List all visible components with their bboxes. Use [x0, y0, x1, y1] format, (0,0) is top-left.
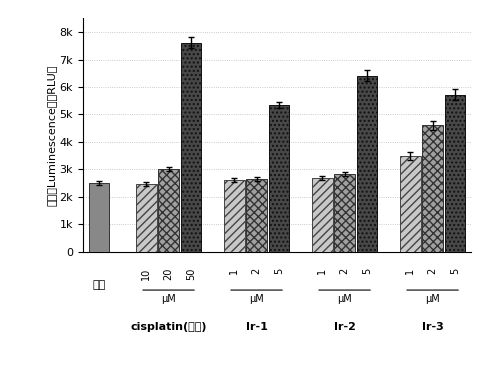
Text: μM: μM: [425, 293, 440, 303]
Text: 5: 5: [274, 268, 284, 274]
Text: 2: 2: [428, 268, 437, 274]
Bar: [246, 179, 267, 252]
Text: 50: 50: [186, 268, 196, 280]
Bar: [269, 105, 289, 252]
Text: 2: 2: [340, 268, 349, 274]
Bar: [422, 125, 443, 252]
Bar: [357, 75, 377, 252]
Text: μM: μM: [161, 293, 176, 303]
Text: 10: 10: [141, 268, 151, 280]
Text: 对照: 对照: [92, 280, 106, 290]
Text: Ir-1: Ir-1: [245, 322, 267, 332]
Text: μM: μM: [337, 293, 352, 303]
Bar: [334, 174, 355, 252]
Text: μM: μM: [249, 293, 264, 303]
Text: 2: 2: [252, 268, 261, 274]
Bar: [89, 183, 109, 252]
Text: Ir-3: Ir-3: [422, 322, 443, 332]
Text: cisplatin(顺铂): cisplatin(顺铂): [130, 322, 207, 332]
Bar: [136, 184, 156, 252]
Bar: [400, 156, 420, 252]
Bar: [224, 180, 244, 252]
Bar: [181, 43, 201, 252]
Text: 5: 5: [362, 268, 372, 274]
Text: Ir-2: Ir-2: [333, 322, 355, 332]
Bar: [445, 95, 465, 252]
Text: 1: 1: [405, 268, 415, 274]
Bar: [312, 178, 332, 252]
Text: 1: 1: [229, 268, 239, 274]
Text: 20: 20: [164, 268, 174, 280]
Text: 1: 1: [317, 268, 327, 274]
Bar: [158, 169, 179, 252]
Y-axis label: 冷光（Luminescence）（RLU）: 冷光（Luminescence）（RLU）: [47, 64, 56, 206]
Text: 5: 5: [450, 268, 460, 274]
